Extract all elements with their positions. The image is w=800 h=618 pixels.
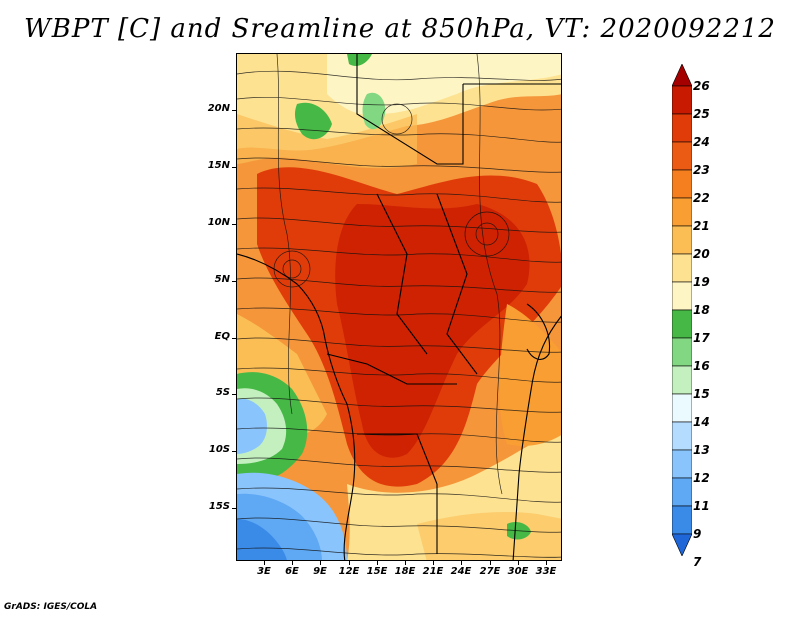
lon-label: 27E: [479, 566, 501, 577]
tick-10n: [232, 224, 236, 225]
map-panel: [236, 53, 562, 561]
colorbar-band: [672, 85, 692, 115]
colorbar-label: 13: [693, 443, 710, 457]
tick-eq: [232, 338, 236, 339]
tick-10s: [232, 451, 236, 452]
colorbar-band: [672, 337, 692, 367]
colorbar-band: [672, 505, 692, 535]
wbpt-field: [237, 54, 561, 560]
colorbar-label: 16: [693, 359, 710, 373]
lon-label: 15E: [366, 566, 388, 577]
colorbar-label: 23: [693, 163, 710, 177]
colorbar-label: 19: [693, 275, 710, 289]
colorbar-band: [672, 477, 692, 507]
tick-lon: [320, 561, 321, 565]
colorbar-bottom-arrow: [672, 533, 692, 556]
colorbar-label: 12: [693, 471, 710, 485]
colorbar-label: 26: [693, 79, 710, 93]
lon-label: 12E: [338, 566, 360, 577]
colorbar-label: 24: [693, 135, 710, 149]
colorbar-label: 21: [693, 219, 710, 233]
tick-15s: [232, 508, 236, 509]
footer-credit: GrADS: IGES/COLA: [4, 602, 98, 612]
colorbar-band: [672, 365, 692, 395]
lon-label: 21E: [422, 566, 444, 577]
colorbar: [672, 64, 692, 556]
lon-label: 30E: [507, 566, 529, 577]
colorbar-label: 18: [693, 303, 710, 317]
colorbar-label: 20: [693, 247, 710, 261]
chart-title: WBPT [C] and Sreamline at 850hPa, VT: 20…: [24, 14, 776, 44]
tick-lon: [461, 561, 462, 565]
tick-lon: [264, 561, 265, 565]
colorbar-band: [672, 253, 692, 283]
lon-label: 24E: [450, 566, 472, 577]
tick-5n: [232, 281, 236, 282]
colorbar-label: 14: [693, 415, 710, 429]
colorbar-top-arrow: [672, 64, 692, 87]
tick-lon: [490, 561, 491, 565]
colorbar-band: [672, 281, 692, 311]
colorbar-band: [672, 309, 692, 339]
colorbar-label: 9: [693, 527, 702, 541]
colorbar-label: 15: [693, 387, 710, 401]
lat-label: 5N: [214, 274, 230, 285]
tick-lon: [433, 561, 434, 565]
colorbar-band: [672, 421, 692, 451]
lon-label: 3E: [257, 566, 271, 577]
colorbar-label: 25: [693, 107, 710, 121]
tick-lon: [292, 561, 293, 565]
colorbar-band: [672, 141, 692, 171]
colorbar-band: [672, 393, 692, 423]
colorbar-label: 11: [693, 499, 710, 513]
tick-lon: [405, 561, 406, 565]
tick-20n: [232, 110, 236, 111]
colorbar-label: 17: [693, 331, 710, 345]
colorbar-label: 7: [693, 555, 702, 569]
lat-label: 10S: [208, 444, 230, 455]
lon-label: 9E: [313, 566, 327, 577]
lon-label: 18E: [394, 566, 416, 577]
lon-label: 6E: [285, 566, 299, 577]
colorbar-label: 22: [693, 191, 710, 205]
lat-label: 15N: [207, 160, 230, 171]
colorbar-band: [672, 197, 692, 227]
lat-label: 5S: [215, 387, 230, 398]
colorbar-band: [672, 113, 692, 143]
tick-lon: [518, 561, 519, 565]
colorbar-band: [672, 225, 692, 255]
tick-lon: [546, 561, 547, 565]
lon-label: 33E: [535, 566, 557, 577]
tick-15n: [232, 167, 236, 168]
colorbar-band: [672, 449, 692, 479]
tick-5s: [232, 394, 236, 395]
tick-lon: [377, 561, 378, 565]
lat-label: EQ: [214, 331, 230, 342]
lat-label: 15S: [208, 501, 230, 512]
tick-lon: [349, 561, 350, 565]
lat-label: 20N: [207, 103, 230, 114]
lat-label: 10N: [207, 217, 230, 228]
colorbar-band: [672, 169, 692, 199]
